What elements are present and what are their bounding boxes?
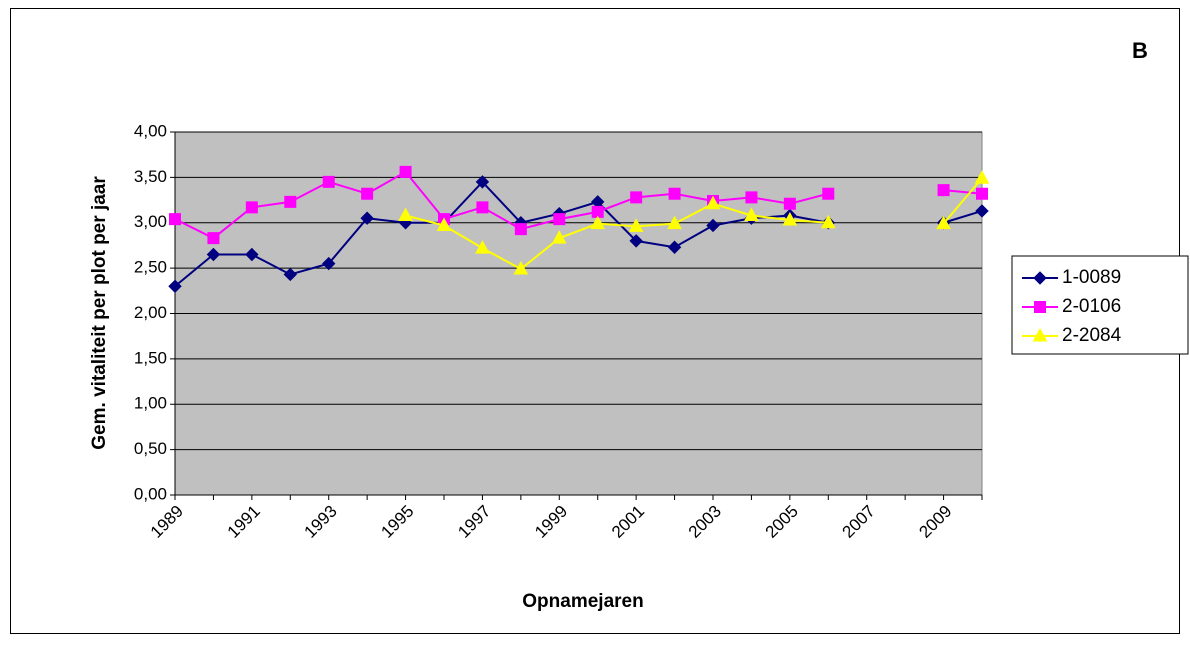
data-point [436,217,452,231]
data-point [322,175,335,188]
y-tick-label: 3,50 [134,167,167,186]
corner-label: B [1132,38,1148,63]
data-point [322,256,336,271]
data-point [628,218,644,232]
legend-marker [1034,301,1046,313]
data-point [245,247,259,262]
y-tick-label: 2,50 [134,258,167,277]
data-point [936,215,951,230]
y-axis-label: Gem. vitaliteit per plot per jaar [89,176,110,450]
y-tick-label: 1,00 [134,394,167,413]
data-point [744,207,759,221]
data-point [207,232,220,245]
y-tick-label: 1,50 [134,348,167,367]
data-point [783,197,796,210]
data-point [284,195,297,208]
series-line [405,177,983,271]
data-point [206,247,221,262]
data-point [591,205,604,218]
data-point [822,187,835,200]
data-point [551,230,567,244]
data-point [245,201,258,214]
data-point [475,175,490,189]
data-point [513,260,529,275]
data-point [820,214,836,229]
data-point [399,165,412,178]
data-point [782,211,798,226]
y-tick-label: 3,00 [134,212,167,231]
data-point [667,240,682,254]
data-point [667,215,682,230]
data-point [745,191,758,204]
legend-marker [1032,327,1048,342]
data-point [937,184,950,197]
legend-label: 2-2084 [1062,325,1122,346]
data-point [553,213,566,226]
data-point [974,170,990,184]
data-point [361,187,374,200]
data-point [514,223,527,236]
data-point [476,201,489,214]
data-point [705,195,721,210]
legend-marker [1033,271,1047,285]
y-tick-label: 4,00 [134,121,167,140]
series-line [174,180,983,288]
data-point [360,211,374,225]
data-point [629,234,643,248]
data-point [668,187,681,200]
data-point [975,204,989,218]
legend-label: 2-0106 [1062,296,1121,317]
y-tick-label: 2,00 [134,303,167,322]
data-point [630,191,643,204]
data-point [168,279,182,293]
data-point [976,187,988,200]
x-axis-label: Opnamejaren [522,591,643,612]
data-point [283,267,297,282]
y-tick-label: 0,00 [134,484,167,503]
data-point [475,240,490,254]
y-tick-label: 0,50 [134,439,167,458]
data-point [398,207,413,221]
data-point [706,218,720,233]
series-line [174,170,983,240]
data-point [590,215,606,230]
legend-label: 1-0089 [1062,267,1121,288]
data-point [169,213,181,226]
